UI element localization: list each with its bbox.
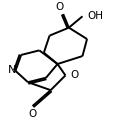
Text: O: O <box>55 2 63 12</box>
Text: N: N <box>8 65 16 75</box>
Text: OH: OH <box>87 11 103 21</box>
Text: O: O <box>69 70 78 80</box>
Text: O: O <box>28 109 36 119</box>
